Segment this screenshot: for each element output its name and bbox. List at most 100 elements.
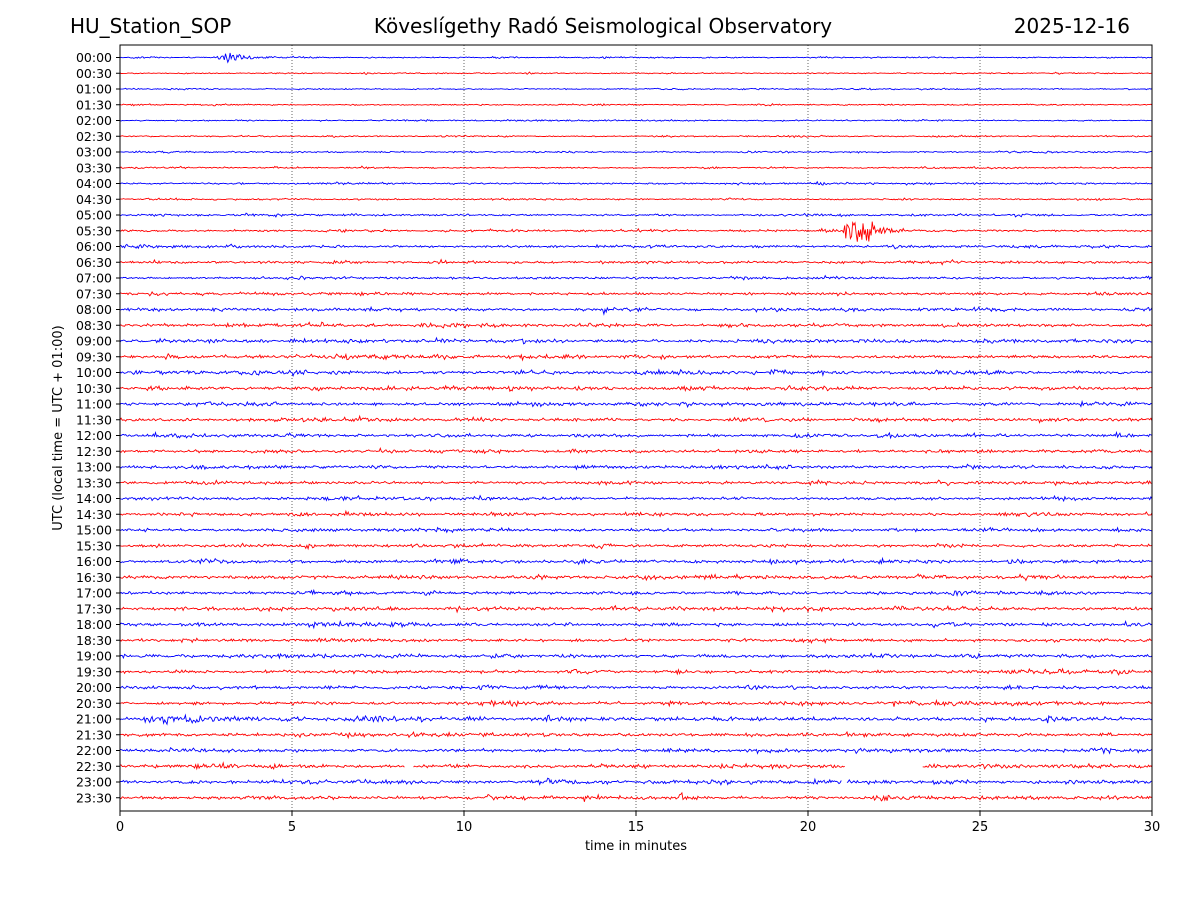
y-tick-label: 12:30 (76, 444, 112, 459)
trace-1630 (119, 573, 1153, 582)
trace-2230 (119, 761, 1153, 771)
y-tick-label: 23:30 (76, 790, 112, 805)
trace-2130 (119, 730, 1153, 740)
trace-0400 (119, 180, 1153, 186)
y-tick-label: 15:30 (76, 538, 112, 553)
y-tick-label: 05:30 (76, 223, 112, 238)
trace-0130 (119, 103, 1153, 107)
trace-2100 (119, 713, 1153, 726)
y-tick-label: 23:00 (76, 775, 112, 790)
x-tick-label: 25 (972, 820, 989, 835)
plot-date: 2025-12-16 (1013, 14, 1130, 38)
y-tick-label: 11:30 (76, 412, 112, 427)
trace-0530 (120, 220, 1153, 242)
y-tick-label: 14:00 (76, 491, 112, 506)
y-tick-label: 09:00 (76, 334, 112, 349)
y-tick-label: 22:30 (76, 759, 112, 774)
x-axis-label: time in minutes (585, 839, 687, 854)
y-tick-label: 20:30 (76, 696, 112, 711)
y-tick-label: 08:30 (76, 318, 112, 333)
trace-0700 (119, 274, 1153, 281)
y-tick-label: 21:30 (76, 727, 112, 742)
y-tick-label: 03:00 (76, 145, 112, 160)
y-tick-label: 22:00 (76, 743, 112, 758)
trace-0730 (119, 290, 1153, 297)
trace-1800 (119, 619, 1153, 630)
y-tick-label: 10:30 (76, 381, 112, 396)
y-tick-label: 12:00 (76, 428, 112, 443)
trace-0300 (120, 150, 1152, 154)
y-tick-label: 20:00 (76, 680, 112, 695)
trace-2200 (120, 746, 1153, 755)
seismic-traces (119, 52, 1153, 802)
y-tick-label: 13:30 (76, 475, 112, 490)
y-tick-label: 01:00 (76, 82, 112, 97)
trace-1000 (119, 368, 1153, 377)
y-tick-label: 18:30 (76, 633, 112, 648)
y-tick-label: 10:00 (76, 365, 112, 380)
y-tick-label: 07:00 (76, 271, 112, 286)
trace-1430 (119, 509, 1153, 518)
trace-1300 (119, 463, 1153, 471)
y-tick-label: 18:00 (76, 617, 112, 632)
trace-0230 (119, 134, 1153, 139)
trace-1200 (119, 430, 1153, 440)
y-tick-label: 17:30 (76, 601, 112, 616)
y-tick-label: 11:00 (76, 397, 112, 412)
trace-1130 (119, 414, 1153, 424)
y-tick-label: 00:30 (76, 66, 112, 81)
trace-1730 (119, 604, 1153, 614)
y-tick-label: 19:30 (76, 664, 112, 679)
trace-0430 (120, 197, 1153, 202)
y-tick-label: 16:30 (76, 570, 112, 585)
trace-0630 (119, 258, 1153, 266)
trace-1500 (119, 526, 1153, 534)
trace-0500 (119, 212, 1153, 218)
y-tick-label: 06:30 (76, 255, 112, 270)
trace-1100 (119, 399, 1153, 409)
trace-2000 (119, 683, 1153, 691)
y-tick-label: 08:00 (76, 302, 112, 317)
trace-0330 (119, 165, 1153, 170)
trace-0930 (119, 352, 1153, 362)
trace-0900 (119, 336, 1153, 345)
x-tick-label: 20 (800, 820, 817, 835)
y-tick-label: 21:00 (76, 712, 112, 727)
y-tick-label: 01:30 (76, 97, 112, 112)
trace-1530 (119, 542, 1153, 551)
trace-1700 (119, 588, 1153, 597)
y-axis-ticks: 00:0000:3001:0001:3002:0002:3003:0003:30… (76, 50, 120, 805)
station-name: HU_Station_SOP (70, 14, 232, 38)
trace-1330 (119, 479, 1153, 487)
trace-0030 (119, 71, 1153, 75)
y-tick-label: 09:30 (76, 349, 112, 364)
trace-1930 (119, 667, 1153, 676)
y-tick-label: 19:00 (76, 649, 112, 664)
observatory-title: Köveslígethy Radó Seismological Observat… (373, 14, 833, 38)
trace-0100 (119, 87, 1153, 91)
x-tick-label: 15 (628, 820, 645, 835)
y-tick-label: 17:00 (76, 586, 112, 601)
trace-1600 (119, 556, 1153, 566)
trace-0200 (119, 118, 1153, 122)
y-tick-label: 03:30 (76, 160, 112, 175)
trace-2330 (119, 791, 1153, 802)
y-tick-label: 05:00 (76, 208, 112, 223)
y-tick-label: 13:00 (76, 460, 112, 475)
y-tick-label: 00:00 (76, 50, 112, 65)
y-tick-label: 04:00 (76, 176, 112, 191)
trace-0830 (119, 321, 1153, 329)
x-tick-label: 5 (288, 820, 296, 835)
trace-1030 (119, 384, 1153, 393)
x-axis-ticks: 0 5 10 15 20 25 30 (116, 811, 1160, 835)
trace-1830 (119, 637, 1153, 644)
y-tick-label: 16:00 (76, 554, 112, 569)
y-tick-label: 02:30 (76, 129, 112, 144)
trace-1230 (119, 447, 1153, 455)
y-tick-label: 04:30 (76, 192, 112, 207)
grid-lines (291, 45, 981, 811)
trace-1400 (119, 494, 1153, 503)
y-tick-label: 15:00 (76, 523, 112, 538)
x-tick-label: 30 (1144, 820, 1161, 835)
trace-1900 (119, 652, 1153, 660)
